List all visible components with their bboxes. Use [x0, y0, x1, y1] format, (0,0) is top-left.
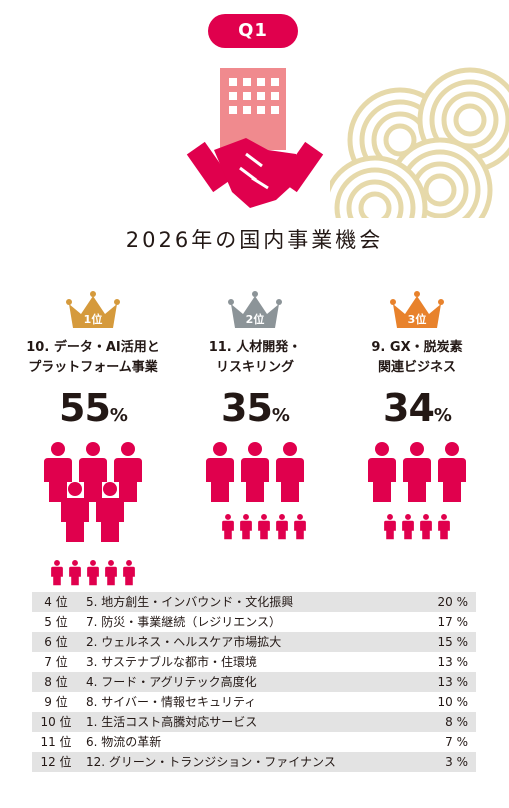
person-icon: [241, 442, 269, 502]
crown-icon: 1位: [66, 291, 120, 328]
person-icon: [206, 442, 234, 502]
category-cell: 3. サステナブルな都市・住環境: [86, 655, 258, 669]
person-icon: [96, 482, 124, 542]
category-cell: 1. 生活コスト高騰対応サービス: [86, 715, 258, 729]
table-row: 7 位 3. サステナブルな都市・住環境 13 %: [32, 652, 476, 672]
wave-pattern-icon: [330, 67, 509, 218]
person-icon: [384, 514, 396, 540]
person-icon: [44, 442, 72, 502]
person-icon: [240, 514, 252, 540]
percent-value: 34%: [383, 386, 452, 430]
table-row: 10 位 1. 生活コスト高騰対応サービス 8 %: [32, 712, 476, 732]
top-rank-2: 2位 11. 人材開発・ リスキリング 35%: [170, 290, 340, 552]
rank-label: 2位: [246, 312, 265, 326]
top-rank-1: 1位 10. データ・AI活用と プラットフォーム事業 55%: [8, 290, 178, 592]
crown-icon: 3位: [390, 291, 444, 328]
person-icon: [61, 482, 89, 542]
rank-cell: 5 位: [44, 615, 68, 629]
person-icon: [51, 560, 63, 586]
table-row: 12 位 12. グリーン・トランジション・ファイナンス 3 %: [32, 752, 476, 772]
person-icon: [368, 442, 396, 502]
category-label: 9. GX・脱炭素 関連ビジネス: [371, 340, 463, 375]
person-icon: [79, 442, 107, 502]
person-icon: [402, 514, 414, 540]
person-icon: [420, 514, 432, 540]
rank-cell: 4 位: [44, 595, 68, 609]
percent-cell: 8 %: [445, 715, 468, 729]
rank-label: 3位: [408, 312, 427, 326]
category-cell: 5. 地方創生・インバウンド・文化振興: [86, 595, 294, 609]
category-label: 10. データ・AI活用と プラットフォーム事業: [26, 340, 160, 375]
crown-icon: 2位: [228, 291, 282, 328]
person-icon: [105, 560, 117, 586]
category-cell: 4. フード・アグリテック高度化: [86, 675, 257, 689]
percent-value: 55%: [59, 386, 128, 430]
building-icon: [220, 68, 286, 150]
percent-cell: 20 %: [437, 595, 469, 609]
table-row: 5 位 7. 防災・事業継続（レジリエンス） 17 %: [32, 612, 476, 632]
chart-title: 2026年の国内事業機会: [125, 228, 384, 252]
category-cell: 7. 防災・事業継続（レジリエンス）: [86, 615, 282, 629]
person-icon: [87, 560, 99, 586]
category-cell: 12. グリーン・トランジション・ファイナンス: [86, 755, 336, 769]
person-icon: [69, 560, 81, 586]
person-icon: [294, 514, 306, 540]
table-row: 11 位 6. 物流の革新 7 %: [32, 732, 476, 752]
people-pictogram: [44, 442, 142, 586]
percent-cell: 7 %: [445, 735, 468, 749]
people-pictogram: [368, 442, 466, 540]
percent-cell: 17 %: [437, 615, 469, 629]
category-cell: 6. 物流の革新: [86, 735, 162, 749]
question-badge: Q1: [208, 14, 298, 48]
category-cell: 2. ウェルネス・ヘルスケア市場拡大: [86, 635, 282, 649]
handshake-icon: [186, 138, 324, 208]
person-icon: [403, 442, 431, 502]
percent-cell: 10 %: [437, 695, 469, 709]
percent-value: 35%: [221, 386, 290, 430]
person-icon: [276, 442, 304, 502]
rank-cell: 12 位: [40, 755, 72, 769]
rank-cell: 11 位: [40, 735, 72, 749]
person-icon: [438, 514, 450, 540]
ranking-table: 4 位 5. 地方創生・インバウンド・文化振興 20 % 5 位 7. 防災・事業継続（…: [32, 592, 476, 772]
top-rank-3: 3位 9. GX・脱炭素 関連ビジネス 34%: [332, 290, 502, 552]
people-pictogram: [206, 442, 306, 540]
rank-label: 1位: [84, 312, 103, 326]
table-row: 9 位 8. サイバー・情報セキュリティ 10 %: [32, 692, 476, 712]
person-icon: [276, 514, 288, 540]
rank-cell: 8 位: [44, 675, 68, 689]
table-row: 6 位 2. ウェルネス・ヘルスケア市場拡大 15 %: [32, 632, 476, 652]
percent-cell: 15 %: [437, 635, 469, 649]
table-row: 8 位 4. フード・アグリテック高度化 13 %: [32, 672, 476, 692]
person-icon: [222, 514, 234, 540]
person-icon: [114, 442, 142, 502]
rank-cell: 9 位: [44, 695, 68, 709]
rank-cell: 6 位: [44, 635, 68, 649]
percent-cell: 3 %: [445, 755, 468, 769]
wave-group-4: [330, 155, 428, 218]
percent-cell: 13 %: [437, 655, 469, 669]
person-icon: [123, 560, 135, 586]
person-icon: [438, 442, 466, 502]
percent-cell: 13 %: [437, 675, 469, 689]
table-row: 4 位 5. 地方創生・インバウンド・文化振興 20 %: [32, 592, 476, 612]
person-icon: [258, 514, 270, 540]
rank-cell: 10 位: [40, 715, 72, 729]
category-cell: 8. サイバー・情報セキュリティ: [86, 695, 257, 709]
category-label: 11. 人材開発・ リスキリング: [208, 340, 302, 375]
rank-cell: 7 位: [44, 655, 68, 669]
hero-illustration: [186, 67, 509, 218]
